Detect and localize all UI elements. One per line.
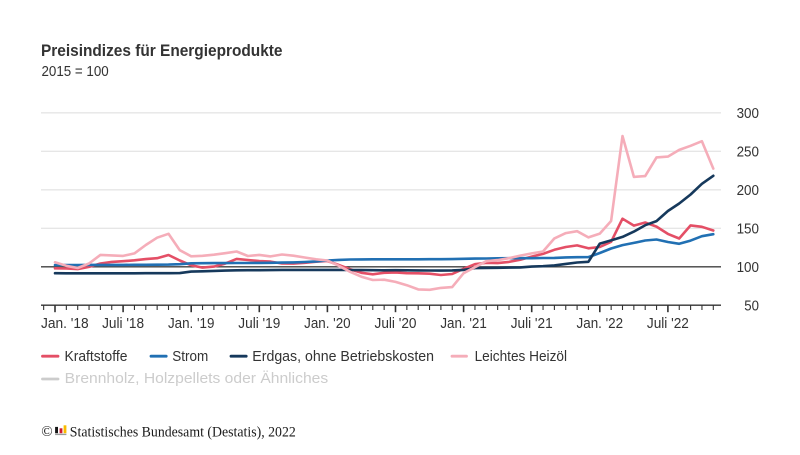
svg-text:Juli '19: Juli '19: [238, 316, 280, 332]
svg-text:250: 250: [737, 145, 759, 161]
svg-text:Kraftstoffe: Kraftstoffe: [65, 349, 128, 365]
svg-text:Jan. '21: Jan. '21: [440, 316, 487, 332]
svg-text:100: 100: [737, 260, 759, 276]
svg-text:Jan. '20: Jan. '20: [304, 316, 351, 332]
svg-text:Jan. '22: Jan. '22: [577, 316, 624, 332]
svg-text:Jan. '18: Jan. '18: [41, 316, 89, 332]
svg-text:Preisindizes für Energieproduk: Preisindizes für Energieprodukte: [41, 41, 283, 60]
svg-text:Strom: Strom: [172, 349, 208, 365]
svg-text:Leichtes Heizöl: Leichtes Heizöl: [475, 349, 567, 365]
svg-text:50: 50: [744, 299, 759, 315]
svg-text:Juli '22: Juli '22: [647, 316, 689, 332]
svg-text:Erdgas, ohne Betriebskosten: Erdgas, ohne Betriebskosten: [252, 349, 434, 365]
svg-text:Jan. '19: Jan. '19: [168, 316, 215, 332]
svg-text:Statistisches Bundesamt (Desta: Statistisches Bundesamt (Destatis), 2022: [70, 424, 296, 440]
svg-text:©: ©: [41, 424, 52, 440]
svg-text:300: 300: [737, 106, 759, 122]
svg-text:2015 = 100: 2015 = 100: [42, 64, 109, 80]
svg-text:Juli '21: Juli '21: [511, 316, 553, 332]
svg-text:150: 150: [737, 222, 759, 238]
svg-text:Brennholz, Holzpellets oder Äh: Brennholz, Holzpellets oder Ähnliches: [65, 370, 329, 387]
svg-text:Juli '20: Juli '20: [375, 316, 417, 332]
svg-text:200: 200: [737, 183, 759, 199]
svg-text:Juli '18: Juli '18: [102, 316, 144, 332]
